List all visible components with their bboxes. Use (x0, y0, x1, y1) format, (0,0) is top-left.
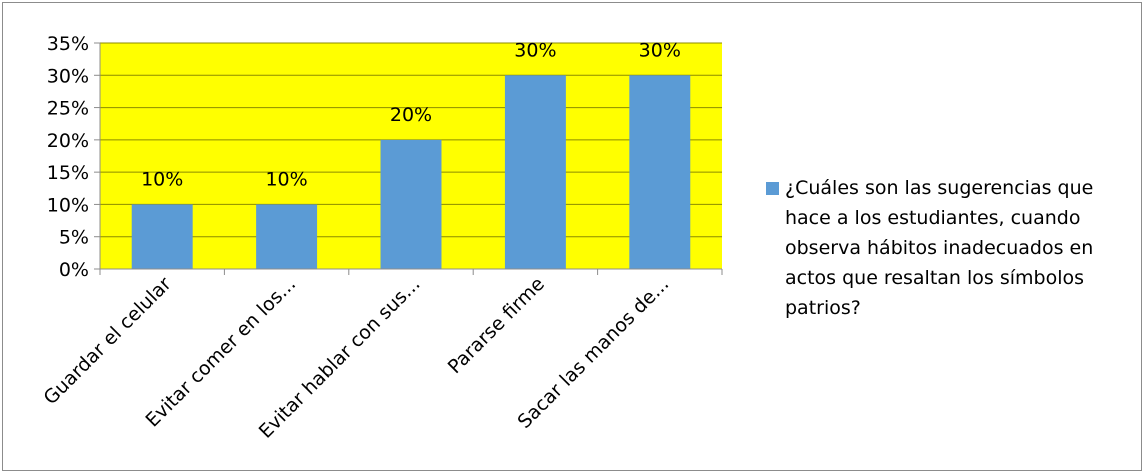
x-tick-label: Pararse firme (444, 273, 549, 378)
y-tick-label: 30% (47, 65, 89, 87)
y-tick-label: 0% (59, 259, 89, 281)
bars (131, 75, 691, 270)
data-label: 10% (141, 168, 183, 190)
bar (256, 204, 318, 269)
data-label: 20% (390, 104, 432, 126)
data-label: 30% (639, 39, 681, 61)
data-label: 30% (514, 39, 556, 61)
legend: ¿Cuáles son las sugerencias que hace a l… (766, 173, 1126, 323)
axes (94, 42, 723, 275)
bar (504, 75, 566, 270)
data-labels: 10% 10% 20% 30% 30% (141, 39, 681, 190)
y-tick-label: 35% (47, 33, 89, 55)
y-tick-label: 25% (47, 98, 89, 120)
x-tick-label: Guardar el celular (40, 273, 176, 409)
bar (629, 75, 691, 270)
y-tick-label: 5% (59, 227, 89, 249)
y-tick-label: 20% (47, 130, 89, 152)
y-tick-label: 10% (47, 194, 89, 216)
bar (131, 204, 193, 269)
legend-label: ¿Cuáles son las sugerencias que hace a l… (785, 177, 1094, 319)
bar (380, 139, 442, 269)
y-tick-label: 15% (47, 162, 89, 184)
y-axis-tick-labels: 0% 5% 10% 15% 20% 25% 30% 35% (47, 33, 89, 281)
legend-swatch (766, 182, 779, 195)
data-label: 10% (265, 168, 307, 190)
